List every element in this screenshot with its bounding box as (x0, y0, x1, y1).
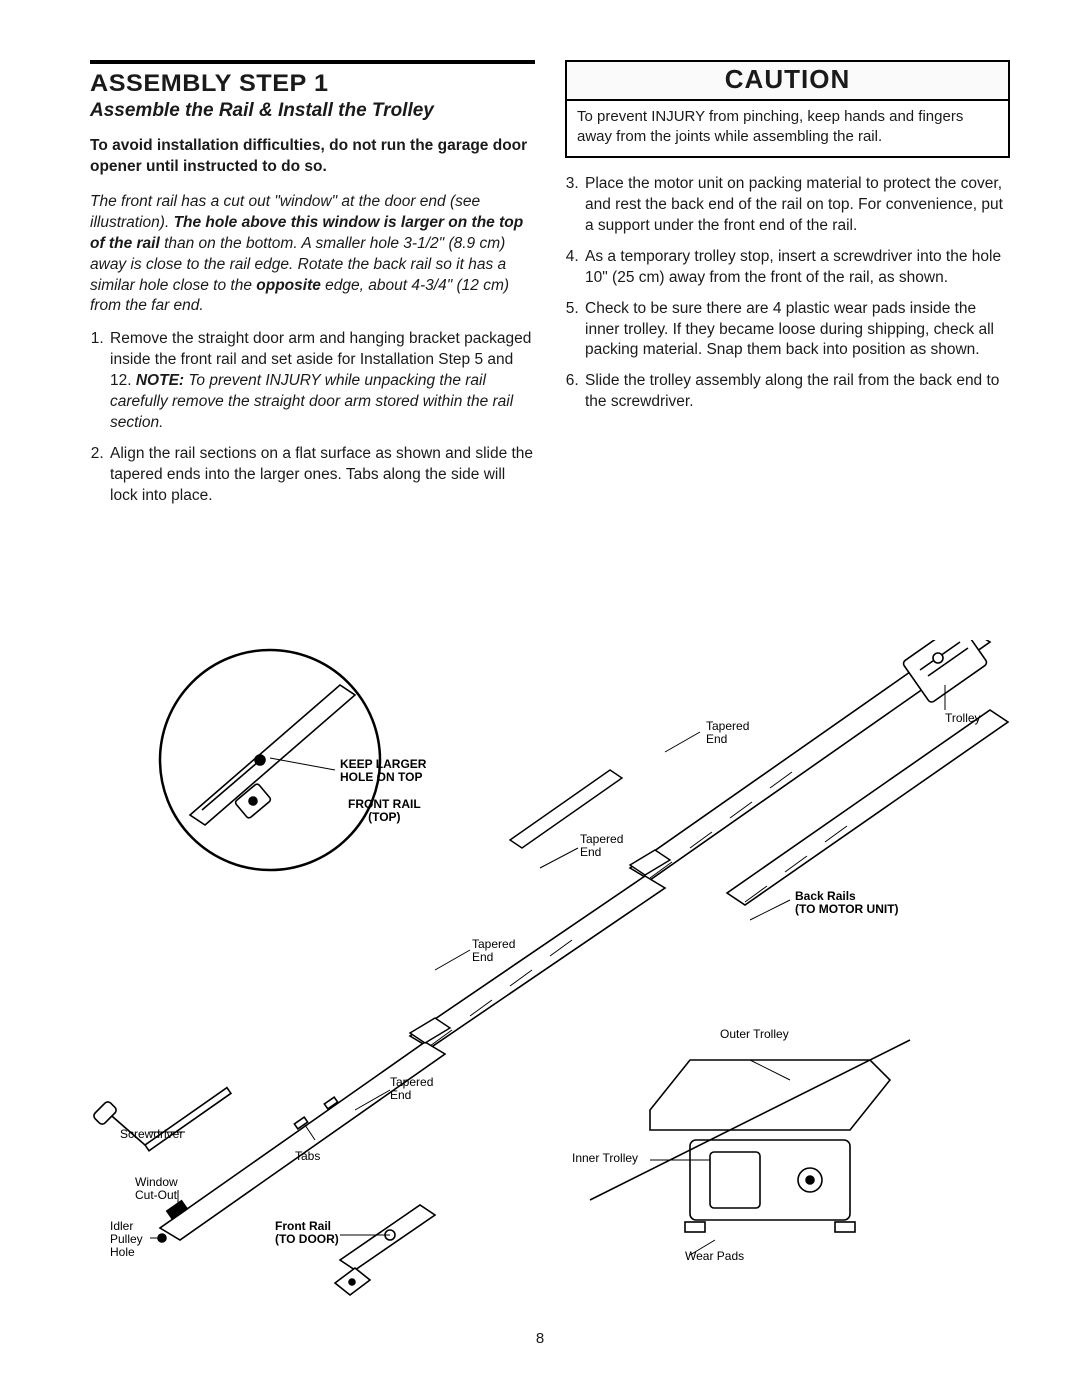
assembly-diagram: Trolley Tapered End Tapered End Tapered … (90, 640, 1010, 1325)
label-back-rails: Back Rails (TO MOTOR UNIT) (795, 890, 899, 916)
label-window-cutout: Window Cut-Out (135, 1176, 178, 1202)
step2-text: Align the rail sections on a flat surfac… (110, 445, 533, 504)
step5-text: Check to be sure there are 4 plastic wea… (585, 300, 994, 359)
page-number: 8 (536, 1330, 544, 1347)
label-inner-trolley: Inner Trolley (572, 1152, 638, 1165)
label-outer-trolley: Outer Trolley (720, 1028, 789, 1041)
caution-body: To prevent INJURY from pinching, keep ha… (567, 101, 1008, 156)
left-step-2: Align the rail sections on a flat surfac… (108, 444, 535, 507)
step6-text: Slide the trolley assembly along the rai… (585, 372, 999, 410)
right-step-3: Place the motor unit on packing material… (583, 174, 1010, 237)
label-front-rail-door: Front Rail (TO DOOR) (275, 1220, 339, 1246)
label-idler-pulley: Idler Pulley Hole (110, 1220, 143, 1260)
assembly-step-title: ASSEMBLY STEP 1 (90, 70, 557, 98)
warning-paragraph: To avoid installation difficulties, do n… (90, 136, 535, 178)
label-tapered-2: Tapered End (580, 833, 623, 859)
assembly-subtitle: Assemble the Rail & Install the Trolley (90, 100, 535, 122)
label-tapered-1: Tapered End (706, 720, 749, 746)
description-paragraph: The front rail has a cut out "window" at… (90, 192, 535, 318)
step1-note-label: NOTE: (136, 372, 184, 389)
right-step-4: As a temporary trolley stop, insert a sc… (583, 247, 1010, 289)
left-step-1: Remove the straight door arm and hanging… (108, 329, 535, 434)
step4-text: As a temporary trolley stop, insert a sc… (585, 248, 1001, 286)
desc-bold2: opposite (256, 277, 321, 294)
label-front-rail-top: FRONT RAIL (TOP) (348, 798, 421, 824)
label-wear-pads: Wear Pads (685, 1250, 744, 1263)
diagram-svg (90, 640, 1010, 1330)
right-step-5: Check to be sure there are 4 plastic wea… (583, 299, 1010, 362)
step3-text: Place the motor unit on packing material… (585, 175, 1003, 234)
label-screwdriver: Screwdriver (120, 1128, 183, 1141)
caution-box: CAUTION To prevent INJURY from pinching,… (565, 60, 1010, 158)
caution-title: CAUTION (567, 62, 1008, 101)
label-tabs: Tabs (295, 1150, 320, 1163)
label-trolley: Trolley (945, 712, 981, 725)
label-keep-larger: KEEP LARGER HOLE ON TOP (340, 758, 426, 784)
right-step-6: Slide the trolley assembly along the rai… (583, 371, 1010, 413)
label-tapered-3: Tapered End (472, 938, 515, 964)
label-tapered-4: Tapered End (390, 1076, 433, 1102)
